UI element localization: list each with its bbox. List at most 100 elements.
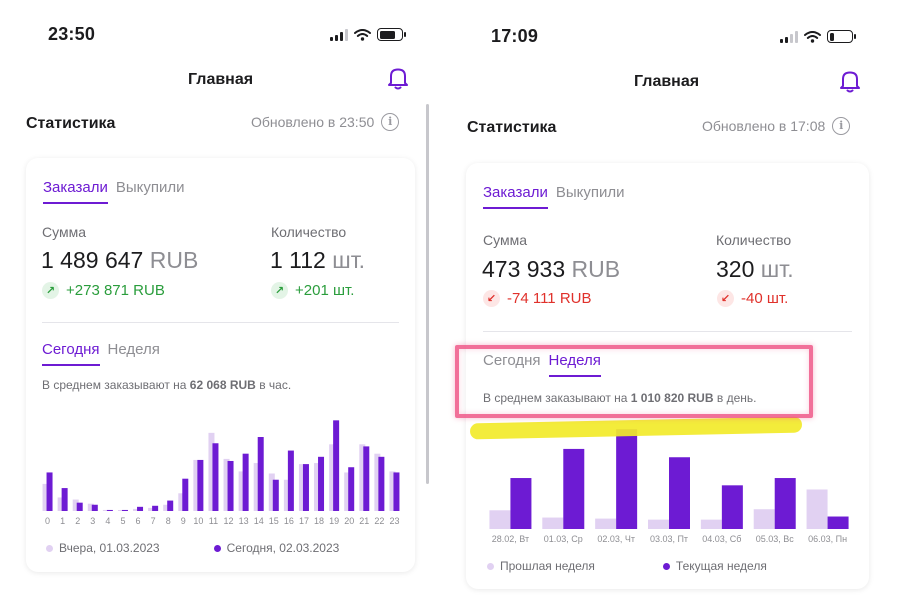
- bar-current-13[interactable]: [242, 453, 249, 511]
- bar-previous-9[interactable]: [178, 493, 185, 511]
- chart-legend: Вчера, 01.03.2023 Сегодня, 02.03.2023: [46, 541, 339, 555]
- bar-current-17[interactable]: [302, 464, 309, 511]
- divider: [42, 322, 399, 323]
- bar-previous-17[interactable]: [298, 464, 305, 511]
- bar-previous-10[interactable]: [193, 459, 200, 511]
- bar-previous-2[interactable]: [72, 499, 79, 511]
- bar-previous-16[interactable]: [283, 479, 290, 511]
- status-time: 23:50: [48, 24, 96, 44]
- bar-previous-1[interactable]: [57, 497, 64, 511]
- chart-svg: 28.02, Вт 01.03, Ср 02.03, Чт 03.03, Пт 04.0…: [489, 429, 849, 544]
- quantity-amount: 320: [716, 256, 755, 282]
- scrollbar[interactable]: [426, 104, 429, 484]
- bar-previous-0[interactable]: [489, 510, 511, 529]
- bar-previous-20[interactable]: [344, 472, 351, 511]
- tab-ordered[interactable]: Заказали: [43, 179, 108, 204]
- sum-label: Сумма: [42, 224, 86, 240]
- sum-amount: 1 489 647: [41, 247, 144, 273]
- bar-previous-13[interactable]: [238, 471, 245, 511]
- bar-current-5[interactable]: [774, 478, 796, 529]
- bar-previous-14[interactable]: [253, 463, 260, 511]
- bar-previous-5[interactable]: [753, 509, 775, 529]
- bell-icon[interactable]: [387, 66, 409, 95]
- bar-previous-6[interactable]: [806, 489, 828, 529]
- page-title: Главная: [634, 73, 700, 90]
- bar-previous-23[interactable]: [389, 471, 396, 511]
- wifi-icon: [804, 30, 821, 43]
- bar-current-14[interactable]: [257, 437, 264, 511]
- bar-current-9[interactable]: [182, 478, 189, 511]
- bar-current-18[interactable]: [318, 456, 325, 511]
- bar-previous-4[interactable]: [700, 519, 722, 529]
- status-bar: 23:50: [0, 22, 440, 50]
- x-tick-label: 23: [389, 516, 399, 526]
- arrow-down-left-icon: ↙: [483, 290, 500, 307]
- bar-current-20[interactable]: [348, 467, 355, 511]
- tab-week[interactable]: Неделя: [548, 352, 601, 377]
- bar-previous-12[interactable]: [223, 458, 230, 511]
- bar-current-15[interactable]: [272, 479, 279, 511]
- quantity-delta-value: -40 шт.: [741, 290, 789, 307]
- bar-current-5[interactable]: [121, 509, 128, 511]
- bar-current-6[interactable]: [137, 506, 144, 511]
- info-icon[interactable]: i: [832, 117, 851, 135]
- info-icon[interactable]: i: [381, 113, 400, 131]
- tab-today[interactable]: Сегодня: [483, 352, 541, 369]
- bar-current-2[interactable]: [616, 429, 638, 529]
- average-amount: 62 068 RUB: [189, 378, 256, 392]
- bar-previous-6[interactable]: [133, 508, 140, 511]
- tab-ordered[interactable]: Заказали: [483, 184, 548, 209]
- bar-previous-1[interactable]: [542, 517, 564, 529]
- x-tick-label: 02.03, Чт: [597, 534, 635, 544]
- phone-screen-right: 17:09 Главная Статистика Обновлено в 17:…: [450, 0, 900, 600]
- bar-current-8[interactable]: [167, 500, 174, 511]
- bar-current-0[interactable]: [510, 478, 532, 529]
- bar-current-3[interactable]: [91, 504, 98, 511]
- bar-current-16[interactable]: [287, 450, 294, 511]
- bell-icon[interactable]: [839, 69, 861, 98]
- bar-current-7[interactable]: [152, 505, 159, 511]
- bar-previous-21[interactable]: [359, 444, 366, 511]
- bar-previous-5[interactable]: [117, 510, 124, 511]
- statistics-card: Заказали Выкупили Сумма 1 489 647 RUB ↗ +…: [26, 158, 415, 572]
- tab-today[interactable]: Сегодня: [42, 341, 100, 366]
- tab-week[interactable]: Неделя: [107, 341, 160, 358]
- updated-text: Обновлено в 23:50: [251, 114, 375, 130]
- bar-current-10[interactable]: [197, 459, 204, 511]
- bar-current-21[interactable]: [363, 446, 370, 511]
- bar-previous-22[interactable]: [374, 453, 381, 511]
- bar-current-23[interactable]: [393, 472, 400, 511]
- period-tabs: Сегодня Неделя: [42, 341, 160, 366]
- sum-amount: 473 933: [482, 256, 566, 282]
- tab-bought[interactable]: Выкупили: [555, 184, 625, 201]
- bar-previous-4[interactable]: [102, 509, 109, 511]
- bar-current-19[interactable]: [333, 420, 340, 511]
- bar-current-6[interactable]: [827, 516, 849, 529]
- bar-current-3[interactable]: [669, 457, 690, 529]
- bar-previous-7[interactable]: [148, 507, 155, 511]
- bar-previous-3[interactable]: [648, 519, 669, 529]
- bar-current-1[interactable]: [61, 488, 68, 511]
- bar-current-1[interactable]: [563, 448, 585, 529]
- bar-current-12[interactable]: [227, 460, 234, 511]
- bar-previous-2[interactable]: [595, 518, 617, 529]
- bar-previous-3[interactable]: [87, 503, 94, 511]
- signal-icon: [330, 28, 348, 41]
- bar-current-4[interactable]: [106, 509, 113, 511]
- bar-previous-8[interactable]: [163, 504, 170, 511]
- bar-current-11[interactable]: [212, 443, 219, 511]
- x-tick-label: 14: [254, 516, 264, 526]
- x-tick-label: 05.03, Вс: [756, 534, 795, 544]
- bar-current-4[interactable]: [721, 485, 743, 529]
- bar-previous-0[interactable]: [42, 483, 49, 511]
- bar-current-0[interactable]: [46, 472, 53, 511]
- x-tick-label: 04.03, Сб: [702, 534, 741, 544]
- bar-previous-15[interactable]: [268, 473, 275, 511]
- bar-previous-19[interactable]: [329, 444, 336, 511]
- tab-bought[interactable]: Выкупили: [115, 179, 185, 196]
- bar-previous-11[interactable]: [208, 432, 215, 511]
- legend-dot-current: [213, 544, 221, 552]
- bar-previous-18[interactable]: [314, 463, 321, 511]
- bar-current-22[interactable]: [378, 456, 385, 511]
- bar-current-2[interactable]: [76, 502, 83, 511]
